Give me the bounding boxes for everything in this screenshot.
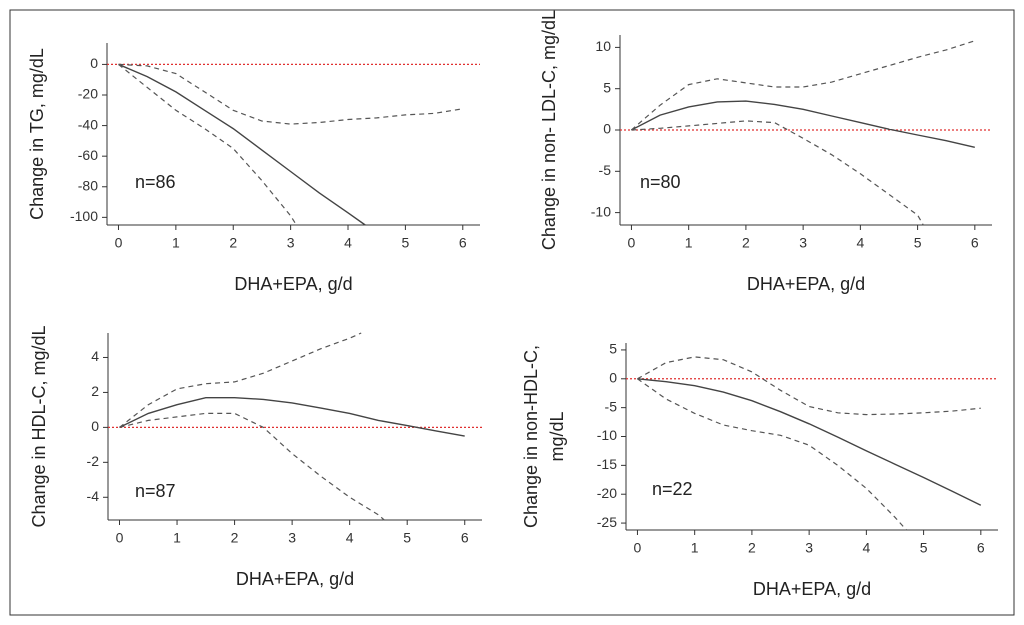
y-tick-label: 0: [609, 369, 617, 385]
x-tick-label: 4: [344, 235, 352, 251]
x-tick-label: 2: [742, 235, 750, 251]
y-tick-label: 4: [91, 348, 99, 364]
y-tick-label: -5: [599, 162, 612, 178]
y-tick-label: -60: [78, 147, 98, 163]
annotation: n=22: [652, 479, 693, 499]
ci-line: [119, 397, 465, 437]
y-tick-label: -20: [597, 485, 617, 501]
x-tick-label: 1: [691, 540, 699, 556]
x-tick-label: 0: [628, 235, 636, 251]
y-tick-label: -5: [605, 398, 618, 414]
frame: [9, 9, 1015, 616]
x-tick-label: 4: [856, 235, 864, 251]
x-tick-label: 0: [115, 235, 123, 251]
y-tick-label: -20: [78, 86, 98, 102]
x-tick-label: 5: [403, 530, 411, 546]
annotation: n=86: [135, 172, 176, 192]
y-axis-label: mg/dL: [547, 411, 567, 461]
x-tick-label: 3: [805, 540, 813, 556]
y-tick-label: -2: [87, 453, 100, 469]
x-axis-label: DHA+EPA, g/d: [747, 274, 865, 294]
y-tick-label: -40: [78, 116, 98, 132]
ci-line: [119, 412, 385, 521]
y-tick-label: 5: [609, 341, 617, 357]
ci-line: [631, 40, 975, 131]
y-tick-label: 0: [603, 121, 611, 137]
y-tick-label: -10: [591, 203, 611, 219]
y-tick-label: -80: [78, 177, 98, 193]
ci-line: [118, 63, 366, 226]
x-tick-label: 1: [172, 235, 180, 251]
x-tick-label: 3: [288, 530, 296, 546]
x-tick-label: 0: [634, 540, 642, 556]
y-axis-label: Change in non- LDL-C, mg/dL: [539, 10, 559, 250]
y-tick-label: 0: [90, 55, 98, 71]
y-axis-label: Change in TG, mg/dL: [27, 48, 47, 220]
x-tick-label: 6: [461, 530, 469, 546]
x-tick-label: 6: [459, 235, 467, 251]
x-tick-label: 1: [685, 235, 693, 251]
x-tick-label: 1: [173, 530, 181, 546]
x-axis-label: DHA+EPA, g/d: [753, 579, 871, 599]
y-tick-label: -15: [597, 456, 617, 472]
annotation: n=87: [135, 481, 176, 501]
x-tick-label: 3: [287, 235, 295, 251]
x-tick-label: 4: [346, 530, 354, 546]
y-tick-label: 10: [595, 38, 611, 54]
y-tick-label: 0: [91, 418, 99, 434]
x-tick-label: 5: [914, 235, 922, 251]
y-tick-label: 2: [91, 383, 99, 399]
y-tick-label: -100: [70, 208, 98, 224]
ci-line: [637, 378, 982, 506]
x-tick-label: 3: [799, 235, 807, 251]
x-tick-label: 4: [862, 540, 870, 556]
x-tick-label: 6: [971, 235, 979, 251]
y-tick-label: 5: [603, 79, 611, 95]
annotation: n=80: [640, 172, 681, 192]
x-tick-label: 2: [231, 530, 239, 546]
ci-line: [631, 100, 975, 148]
y-axis-label: Change in non-HDL-C,: [521, 345, 541, 528]
x-tick-label: 0: [116, 530, 124, 546]
ci-line: [637, 378, 907, 531]
ci-line: [118, 63, 463, 125]
x-axis-label: DHA+EPA, g/d: [236, 569, 354, 589]
y-tick-label: -10: [597, 427, 617, 443]
y-tick-label: -25: [597, 514, 617, 530]
y-axis-label: Change in HDL-C, mg/dL: [29, 325, 49, 527]
x-tick-label: 6: [977, 540, 985, 556]
x-tick-label: 5: [920, 540, 928, 556]
x-tick-label: 2: [229, 235, 237, 251]
y-tick-label: -4: [87, 488, 100, 504]
x-tick-label: 2: [748, 540, 756, 556]
ci-line: [119, 332, 362, 428]
x-tick-label: 5: [402, 235, 410, 251]
x-axis-label: DHA+EPA, g/d: [234, 274, 352, 294]
